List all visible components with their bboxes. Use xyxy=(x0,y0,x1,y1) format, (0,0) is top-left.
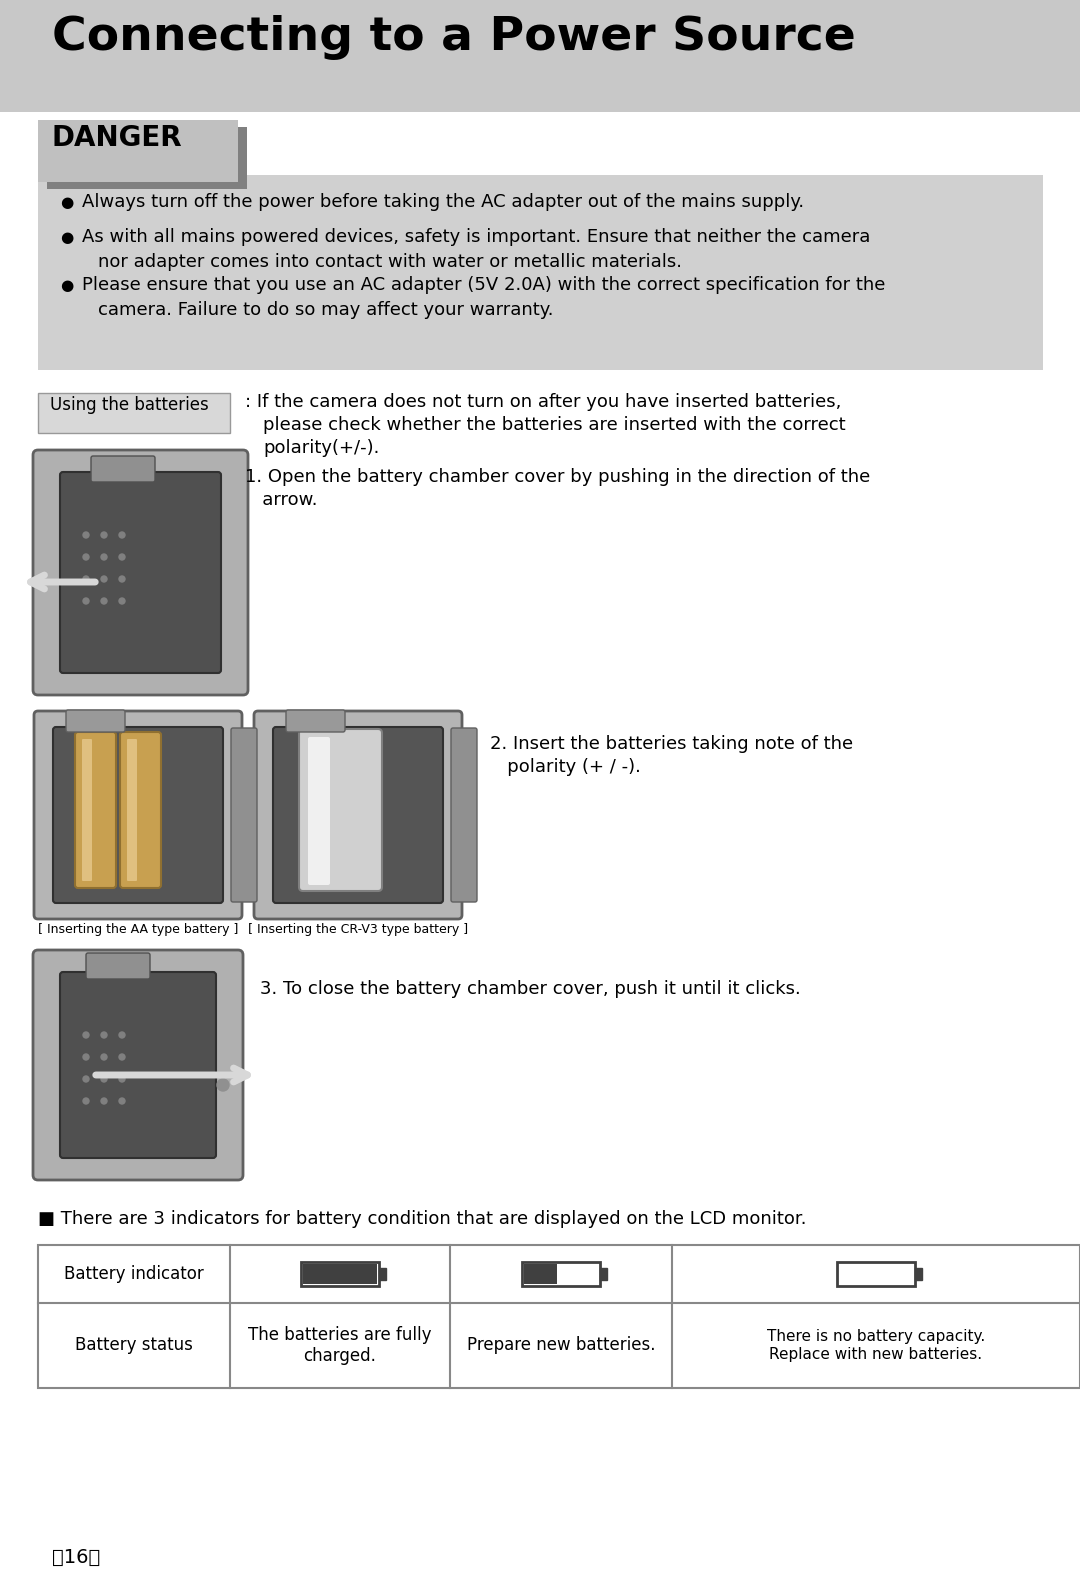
Text: Always turn off the power before taking the AC adapter out of the mains supply.: Always turn off the power before taking … xyxy=(82,193,805,211)
Circle shape xyxy=(119,1076,125,1083)
Circle shape xyxy=(102,533,107,537)
Text: ●: ● xyxy=(60,277,73,293)
Text: Battery status: Battery status xyxy=(76,1336,193,1355)
Circle shape xyxy=(217,1079,229,1090)
Text: Please ensure that you use an AC adapter (5V 2.0A) with the correct specificatio: Please ensure that you use an AC adapter… xyxy=(82,276,886,293)
Circle shape xyxy=(102,575,107,582)
Text: 2. Insert the batteries taking note of the: 2. Insert the batteries taking note of t… xyxy=(490,735,853,753)
Text: ●: ● xyxy=(60,195,73,209)
FancyBboxPatch shape xyxy=(120,732,161,888)
Circle shape xyxy=(102,555,107,560)
FancyBboxPatch shape xyxy=(522,1262,600,1285)
FancyBboxPatch shape xyxy=(837,1262,915,1285)
FancyBboxPatch shape xyxy=(451,728,477,902)
Text: As with all mains powered devices, safety is important. Ensure that neither the : As with all mains powered devices, safet… xyxy=(82,228,870,246)
Text: Prepare new batteries.: Prepare new batteries. xyxy=(467,1336,656,1355)
Text: Battery indicator: Battery indicator xyxy=(64,1265,204,1282)
FancyBboxPatch shape xyxy=(86,953,150,980)
FancyBboxPatch shape xyxy=(75,732,116,888)
Text: camera. Failure to do so may affect your warranty.: camera. Failure to do so may affect your… xyxy=(98,301,554,319)
Circle shape xyxy=(83,575,89,582)
FancyBboxPatch shape xyxy=(60,972,216,1159)
Circle shape xyxy=(119,598,125,604)
FancyBboxPatch shape xyxy=(915,1268,922,1281)
FancyBboxPatch shape xyxy=(308,737,330,884)
Text: please check whether the batteries are inserted with the correct: please check whether the batteries are i… xyxy=(264,415,846,434)
FancyBboxPatch shape xyxy=(48,127,247,189)
FancyBboxPatch shape xyxy=(82,739,92,881)
Circle shape xyxy=(83,533,89,537)
Circle shape xyxy=(119,1054,125,1060)
FancyBboxPatch shape xyxy=(38,1244,1080,1388)
Text: ●: ● xyxy=(60,230,73,246)
FancyBboxPatch shape xyxy=(33,949,243,1179)
Text: [ Inserting the AA type battery ]: [ Inserting the AA type battery ] xyxy=(38,922,239,937)
Text: polarity(+/-).: polarity(+/-). xyxy=(264,439,379,456)
FancyBboxPatch shape xyxy=(38,393,230,433)
Circle shape xyxy=(83,1098,89,1105)
Circle shape xyxy=(83,598,89,604)
Text: 《16》: 《16》 xyxy=(52,1549,100,1568)
FancyBboxPatch shape xyxy=(66,710,125,732)
FancyBboxPatch shape xyxy=(53,728,222,903)
FancyBboxPatch shape xyxy=(299,729,382,891)
FancyBboxPatch shape xyxy=(91,456,156,482)
Text: nor adapter comes into contact with water or metallic materials.: nor adapter comes into contact with wate… xyxy=(98,254,681,271)
Text: DANGER: DANGER xyxy=(52,124,183,152)
Circle shape xyxy=(102,1054,107,1060)
FancyBboxPatch shape xyxy=(273,728,443,903)
Circle shape xyxy=(102,1098,107,1105)
FancyBboxPatch shape xyxy=(524,1263,557,1284)
Text: [ Inserting the CR-V3 type battery ]: [ Inserting the CR-V3 type battery ] xyxy=(248,922,468,937)
Circle shape xyxy=(119,1032,125,1038)
FancyBboxPatch shape xyxy=(303,1263,377,1284)
Circle shape xyxy=(83,1032,89,1038)
Circle shape xyxy=(119,575,125,582)
Circle shape xyxy=(119,555,125,560)
FancyBboxPatch shape xyxy=(127,739,137,881)
Text: Connecting to a Power Source: Connecting to a Power Source xyxy=(52,14,855,60)
Circle shape xyxy=(102,598,107,604)
FancyBboxPatch shape xyxy=(231,728,257,902)
FancyBboxPatch shape xyxy=(38,120,238,182)
FancyBboxPatch shape xyxy=(38,174,1043,369)
Circle shape xyxy=(119,533,125,537)
Text: 1. Open the battery chamber cover by pushing in the direction of the: 1. Open the battery chamber cover by pus… xyxy=(245,468,870,487)
FancyBboxPatch shape xyxy=(600,1268,607,1281)
FancyBboxPatch shape xyxy=(60,472,221,674)
FancyBboxPatch shape xyxy=(379,1268,386,1281)
Circle shape xyxy=(102,1076,107,1083)
Text: ■ There are 3 indicators for battery condition that are displayed on the LCD mon: ■ There are 3 indicators for battery con… xyxy=(38,1209,807,1228)
Circle shape xyxy=(83,1076,89,1083)
Text: arrow.: arrow. xyxy=(245,491,318,509)
FancyBboxPatch shape xyxy=(301,1262,379,1285)
Circle shape xyxy=(83,555,89,560)
Text: Using the batteries: Using the batteries xyxy=(50,396,208,414)
Text: : If the camera does not turn on after you have inserted batteries,: : If the camera does not turn on after y… xyxy=(245,393,841,411)
Text: polarity (+ / -).: polarity (+ / -). xyxy=(490,758,640,777)
FancyBboxPatch shape xyxy=(0,0,1080,113)
FancyBboxPatch shape xyxy=(33,450,248,694)
Circle shape xyxy=(83,1054,89,1060)
FancyBboxPatch shape xyxy=(286,710,345,732)
Text: There is no battery capacity.
Replace with new batteries.: There is no battery capacity. Replace wi… xyxy=(767,1330,985,1362)
Circle shape xyxy=(119,1098,125,1105)
Text: The batteries are fully
charged.: The batteries are fully charged. xyxy=(248,1327,432,1365)
Circle shape xyxy=(102,1032,107,1038)
Text: 3. To close the battery chamber cover, push it until it clicks.: 3. To close the battery chamber cover, p… xyxy=(260,980,800,999)
FancyBboxPatch shape xyxy=(254,712,462,919)
FancyBboxPatch shape xyxy=(33,712,242,919)
